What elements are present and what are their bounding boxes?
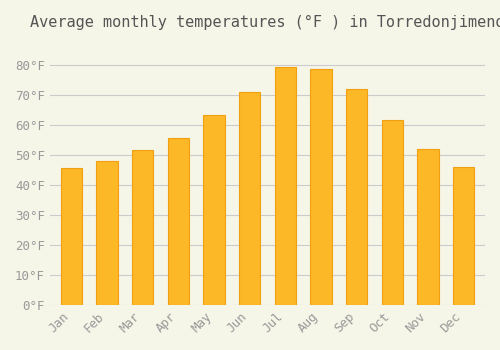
Bar — [60, 168, 82, 305]
Title: Average monthly temperatures (°F ) in Torredonjimeno: Average monthly temperatures (°F ) in To… — [30, 15, 500, 30]
Bar — [417, 149, 438, 305]
Bar — [346, 89, 368, 305]
Bar — [96, 161, 118, 305]
Bar — [132, 150, 154, 305]
Bar — [239, 92, 260, 305]
Bar — [274, 67, 296, 305]
Bar — [168, 139, 189, 305]
Bar — [382, 120, 403, 305]
Bar — [310, 69, 332, 305]
Bar — [453, 167, 474, 305]
Bar — [203, 116, 224, 305]
